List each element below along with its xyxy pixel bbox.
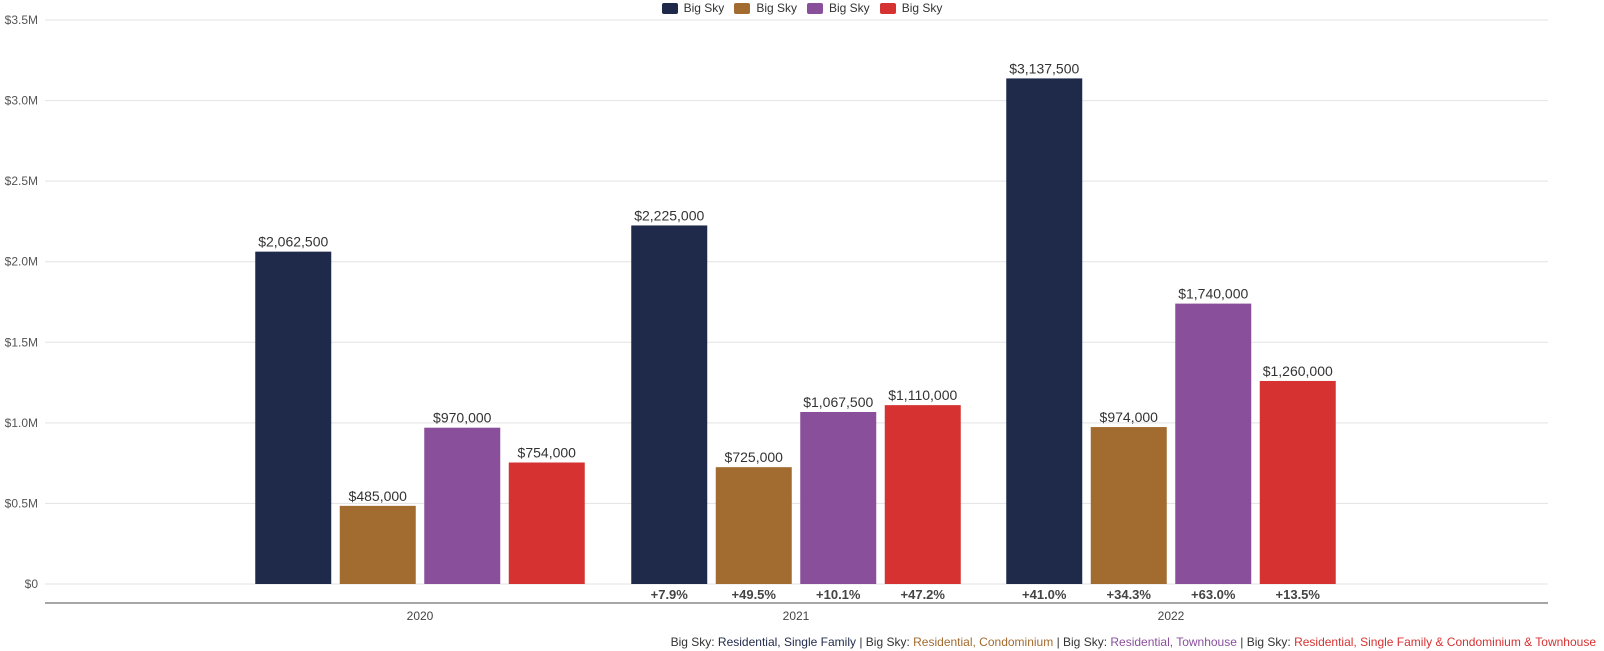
footer-prefix-2: Big Sky: — [865, 635, 914, 649]
change-label-2022-series-3: +63.0% — [1191, 587, 1236, 602]
change-label-2021-series-2: +49.5% — [732, 587, 777, 602]
data-label-2020-series-4: $754,000 — [518, 444, 577, 460]
footer-text-3: Residential, Townhouse — [1110, 635, 1237, 649]
x-tick-label-2020: 2020 — [407, 609, 434, 623]
footer-series-4: Big Sky: Residential, Single Family & Co… — [1247, 635, 1596, 649]
data-label-2021-series-1: $2,225,000 — [634, 207, 704, 223]
footer-prefix-3: Big Sky: — [1063, 635, 1111, 649]
y-tick-label-5: $2.5M — [5, 174, 38, 188]
chart-footer: Big Sky: Residential, Single Family | Bi… — [671, 635, 1596, 649]
footer-text-1: Residential, Single Family — [717, 635, 856, 649]
bar-2020-series-1 — [255, 251, 332, 584]
bar-2020-series-4 — [508, 462, 585, 584]
data-label-2020-series-3: $970,000 — [433, 410, 492, 426]
bar-2020-series-3 — [424, 427, 501, 584]
footer-text-4: Residential, Single Family & Condominium… — [1294, 635, 1596, 649]
y-tick-label-3: $1.5M — [5, 335, 38, 349]
bar-2021-series-4 — [884, 405, 961, 584]
change-label-2021-series-4: +47.2% — [901, 587, 946, 602]
change-label-2022-series-1: +41.0% — [1022, 587, 1067, 602]
legend-item-series-4[interactable]: Big Sky — [879, 1, 943, 15]
bar-2021-series-3 — [800, 411, 877, 584]
bar-2022-series-1 — [1006, 78, 1083, 585]
change-label-2022-series-4: +13.5% — [1276, 587, 1321, 602]
data-label-2022-series-3: $1,740,000 — [1178, 286, 1248, 302]
data-label-2022-series-1: $3,137,500 — [1009, 60, 1079, 76]
legend-item-series-3[interactable]: Big Sky — [807, 1, 870, 15]
y-tick-label-2: $1.0M — [5, 416, 38, 430]
legend-swatch-series-4 — [879, 2, 896, 14]
data-label-2022-series-2: $974,000 — [1100, 409, 1159, 425]
footer-series-1: Big Sky: Residential, Single Family — [671, 635, 860, 649]
legend-item-series-2[interactable]: Big Sky — [734, 1, 797, 15]
footer-prefix-1: Big Sky: — [670, 635, 718, 649]
y-tick-label-6: $3.0M — [5, 94, 38, 108]
legend-swatch-series-3 — [807, 2, 823, 14]
footer-separator: | — [859, 635, 866, 649]
legend-label-series-2: Big Sky — [756, 1, 797, 15]
change-label-2022-series-2: +34.3% — [1107, 587, 1152, 602]
y-tick-label-4: $2.0M — [5, 255, 38, 269]
legend-swatch-series-2 — [734, 2, 751, 14]
bar-2021-series-1 — [631, 225, 708, 584]
data-label-2021-series-4: $1,110,000 — [888, 387, 957, 403]
footer-prefix-4: Big Sky: — [1246, 635, 1295, 649]
legend-label-series-4: Big Sky — [901, 1, 943, 15]
footer-separator: | — [1240, 635, 1247, 649]
y-tick-label-7: $3.5M — [5, 13, 38, 27]
data-label-2021-series-3: $1,067,500 — [803, 394, 873, 410]
change-label-2021-series-3: +10.1% — [816, 587, 861, 602]
x-tick-label-2022: 2022 — [1158, 609, 1185, 623]
data-label-2020-series-2: $485,000 — [349, 488, 408, 504]
data-label-2022-series-4: $1,260,000 — [1263, 363, 1333, 379]
legend-label-series-3: Big Sky — [829, 1, 870, 15]
footer-text-2: Residential, Condominium — [913, 635, 1054, 649]
footer-separator: | — [1056, 635, 1064, 649]
change-label-2021-series-1: +7.9% — [651, 587, 689, 602]
x-tick-label-2021: 2021 — [783, 609, 810, 623]
bar-2022-series-4 — [1259, 380, 1336, 584]
footer-series-3: Big Sky: Residential, Townhouse — [1063, 635, 1240, 649]
bar-2021-series-2 — [715, 467, 792, 584]
legend-item-series-1[interactable]: Big Sky — [661, 1, 725, 15]
chart-legend: Big Sky Big Sky Big Sky Big Sky — [0, 1, 1604, 15]
bar-2022-series-3 — [1175, 303, 1252, 584]
bar-2022-series-2 — [1090, 427, 1167, 584]
y-tick-label-1: $0.5M — [5, 496, 38, 510]
bar-2020-series-2 — [339, 505, 416, 584]
footer-series-2: Big Sky: Residential, Condominium — [866, 635, 1057, 649]
data-label-2021-series-2: $725,000 — [725, 449, 784, 465]
data-label-2020-series-1: $2,062,500 — [258, 234, 328, 250]
legend-label-series-1: Big Sky — [683, 1, 725, 15]
y-tick-label-0: $0 — [25, 577, 39, 591]
legend-swatch-series-1 — [661, 2, 678, 14]
